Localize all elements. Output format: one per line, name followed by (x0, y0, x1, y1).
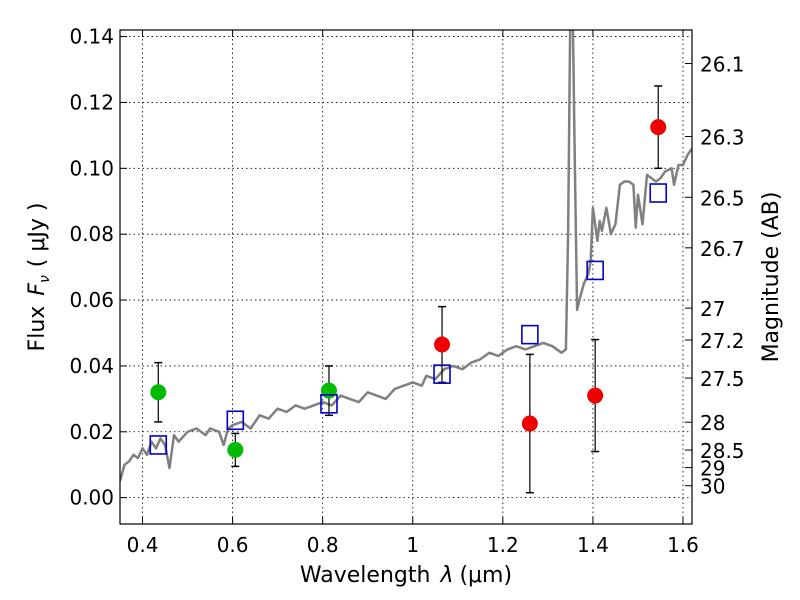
magnitude-tick-label: 29 (700, 457, 725, 481)
x-tick-label: 0.4 (127, 533, 159, 557)
model-point (149, 435, 168, 455)
magnitude-tick-label: 30 (700, 475, 725, 499)
magnitude-tick-label: 26.5 (700, 186, 745, 210)
y-axis-title-unit: ( μJy ) (25, 203, 50, 268)
model-point (320, 393, 338, 414)
plot-area (120, 30, 692, 494)
y-tick-label: 0.00 (69, 486, 114, 510)
magnitude-tick-label: 27.5 (700, 367, 745, 391)
y-tick-label: 0.04 (69, 354, 114, 378)
x-tick-label: 1 (406, 533, 419, 557)
x-axis-title: Wavelength λ (μm) (300, 563, 512, 588)
y-tick-label: 0.06 (69, 288, 114, 312)
x-axis-title-symbol: λ (439, 563, 453, 588)
magnitude-tick-label: 26.7 (700, 237, 745, 261)
model-point (586, 260, 604, 281)
plot-frame (119, 29, 693, 525)
model-point (521, 324, 539, 345)
magnitude-tick-label: 26.1 (700, 53, 745, 77)
model-point (226, 410, 245, 431)
y-axis-title: Flux Fν ( μJy ) (25, 203, 53, 352)
y-tick-label: 0.12 (69, 90, 114, 114)
data-point (434, 336, 451, 353)
y-tick-label: 0.08 (69, 222, 114, 246)
magnitude-axis-title: Magnitude (AB) (759, 192, 784, 363)
y-tick-label: 0.02 (69, 420, 114, 444)
x-tick-label: 1.2 (487, 533, 519, 557)
model-spectrum-line (120, 30, 692, 482)
data-point (587, 387, 604, 404)
data-point (650, 119, 667, 136)
grid (120, 30, 692, 524)
y-tick-label: 0.10 (69, 156, 114, 180)
x-axis-title-text: Wavelength (300, 563, 431, 588)
x-tick-label: 1.6 (667, 533, 699, 557)
x-tick-label: 0.6 (217, 533, 249, 557)
x-axis-title-unit: (μm) (459, 563, 512, 588)
y-axis-title-symbol: F (25, 283, 50, 296)
y-axis-title-subscript: ν (37, 275, 53, 283)
model-point (433, 364, 451, 384)
data-point (320, 382, 337, 399)
magnitude-tick-label: 28.5 (700, 439, 745, 463)
data-point (521, 415, 538, 432)
x-tick-label: 0.8 (307, 533, 339, 557)
magnitude-tick-label: 28 (700, 411, 725, 435)
magnitude-tick-label: 27.2 (700, 329, 745, 353)
data-point (227, 441, 244, 458)
y-tick-label: 0.14 (69, 25, 114, 49)
model-point (649, 183, 668, 203)
magnitude-tick-label: 27 (700, 297, 725, 321)
magnitude-tick-label: 26.3 (700, 126, 745, 150)
y-axis-title-text: Flux (25, 306, 50, 352)
data-point (150, 384, 167, 401)
x-tick-label: 1.4 (577, 533, 609, 557)
axis-ticks: 0.4 0.6 0.8 1 1.2 1.4 1.6 0.00 0.02 0.04 0.06 0.08 0… (69, 25, 744, 557)
